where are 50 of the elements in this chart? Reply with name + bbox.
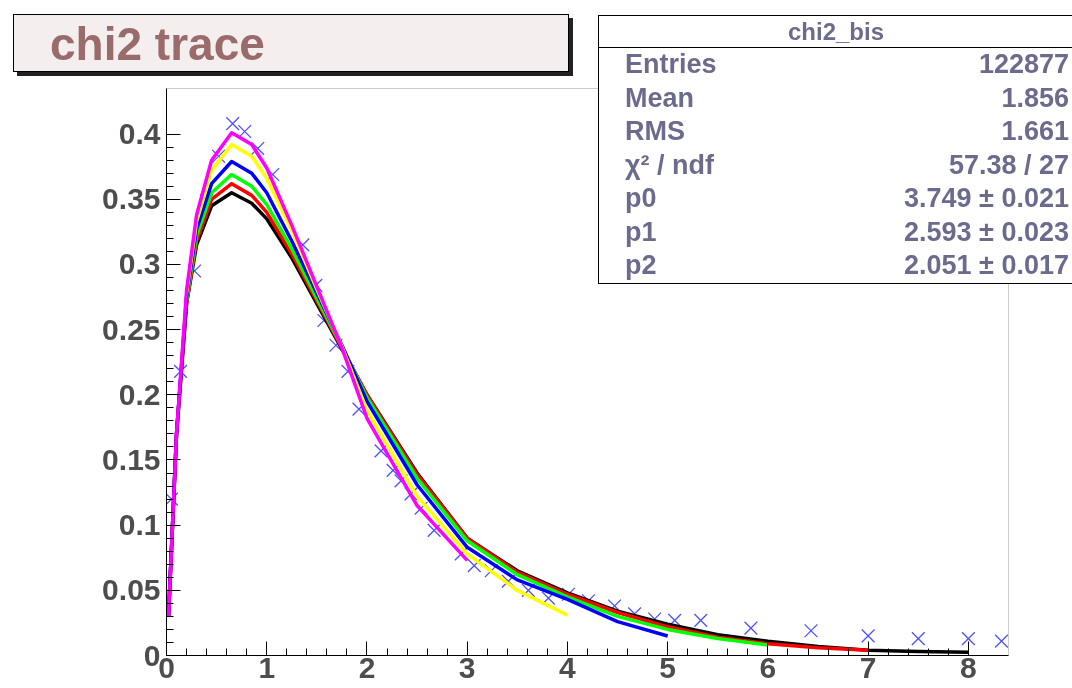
annotation: 2.593 ± 0.023	[904, 215, 1069, 249]
x-tick-label: 6	[759, 650, 777, 684]
text: chi2_bis	[599, 16, 1072, 48]
point	[693, 613, 708, 628]
point	[994, 634, 1009, 649]
x-tick-label: 7	[859, 650, 877, 684]
point	[911, 631, 926, 646]
annotation: 2.051 ± 0.017	[904, 249, 1069, 282]
y-tick-label: 0.1	[118, 508, 161, 542]
annotation: p0	[625, 182, 657, 215]
point	[166, 492, 179, 507]
text: Entries	[625, 48, 717, 81]
y-tick-label: 0.15	[102, 442, 161, 476]
point	[861, 628, 876, 643]
y-tick-label: 0.4	[118, 117, 161, 151]
x-tick-label: 4	[559, 650, 577, 684]
annotation: χ² / ndf	[625, 148, 715, 182]
x-tick-label: 8	[960, 650, 977, 684]
point	[804, 623, 819, 638]
annotation: Mean	[625, 81, 695, 115]
point	[374, 443, 389, 458]
point	[386, 463, 401, 478]
line-series	[166, 131, 469, 619]
annotation: 3.749 ± 0.021	[904, 182, 1069, 215]
point	[211, 149, 226, 164]
x-tick-label: 2	[358, 650, 376, 684]
y-tick-label: 0.35	[102, 182, 161, 216]
point	[250, 141, 265, 156]
y-tick-label: 0.05	[102, 573, 161, 607]
point	[743, 621, 758, 636]
x-tick-label: 3	[458, 650, 476, 684]
y-tick-label: 0.3	[118, 247, 161, 281]
y-tick-label: 0.2	[118, 377, 161, 411]
chart-title: chi2 trace	[13, 14, 569, 72]
y-tick-label: 0.25	[102, 312, 161, 346]
annotation: 1.856	[1001, 81, 1069, 115]
point	[173, 364, 188, 379]
point	[237, 124, 252, 139]
annotation: 57.38 / 27	[948, 148, 1069, 182]
annotation: 1.661	[1001, 115, 1069, 148]
point	[225, 116, 240, 131]
text: 122877	[978, 48, 1069, 81]
point	[961, 631, 976, 646]
point	[427, 523, 442, 538]
annotation: RMS	[625, 115, 685, 148]
x-tick-label: 5	[659, 650, 677, 684]
point	[667, 613, 682, 628]
x-tick-label: 1	[258, 650, 276, 684]
annotation: p2	[625, 249, 657, 282]
annotation: p1	[625, 215, 657, 249]
